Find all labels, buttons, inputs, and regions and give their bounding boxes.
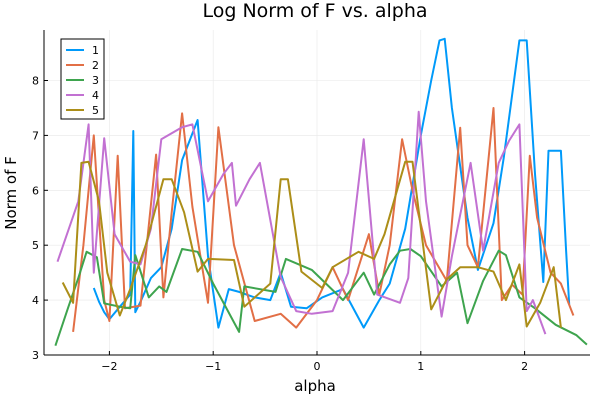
legend-label-5: 5	[92, 104, 99, 117]
y-tick-label: 4	[32, 294, 39, 307]
series-4-line	[56, 110, 547, 335]
legend: 1 2 3 4 5	[60, 38, 105, 120]
y-axis-label: Norm of F	[2, 156, 20, 230]
series-2-line	[72, 107, 575, 333]
x-tick-label: 0	[314, 360, 321, 373]
y-tick-label: 5	[32, 239, 39, 252]
y-tick-label: 8	[32, 75, 39, 88]
y-tick-label: 6	[32, 184, 39, 197]
y-tick-label: 7	[32, 129, 39, 142]
x-tick-label: −2	[101, 360, 117, 373]
legend-label-1: 1	[92, 44, 99, 57]
series-layer	[54, 37, 588, 347]
x-tick-label: 2	[521, 360, 528, 373]
chart-title: Log Norm of F vs. alpha	[202, 0, 427, 22]
ticks: −2 −1 0 1 2 3 4 5 6 7 8	[32, 75, 528, 373]
y-tick-label: 3	[32, 349, 39, 362]
x-tick-label: −1	[205, 360, 221, 373]
legend-label-2: 2	[92, 59, 99, 72]
series-5-line	[61, 160, 562, 328]
series-3-line	[54, 248, 588, 347]
x-axis-label: alpha	[294, 377, 336, 395]
legend-label-3: 3	[92, 74, 99, 87]
legend-label-4: 4	[92, 89, 99, 102]
x-tick-label: 1	[417, 360, 424, 373]
